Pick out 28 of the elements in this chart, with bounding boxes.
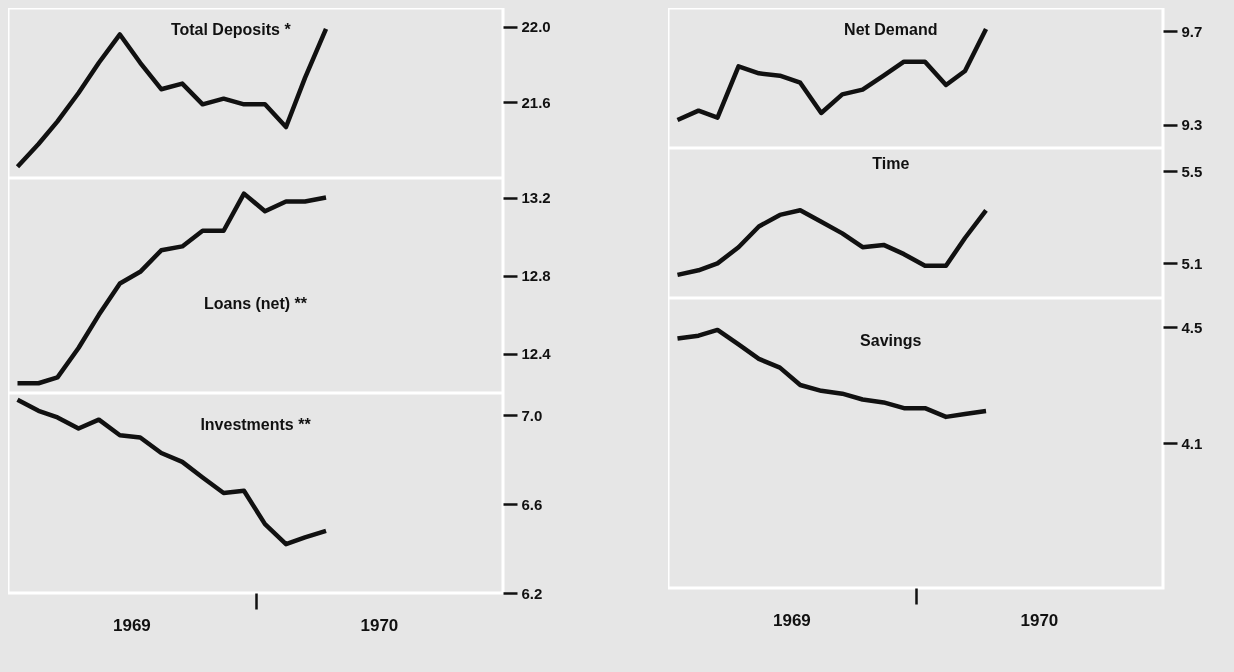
y-tick-label: 4.1 [1181,434,1203,452]
y-tick-label: 13.2 [521,189,551,207]
y-tick-label: 21.6 [521,93,551,111]
y-tick-label: 9.7 [1181,22,1203,40]
text: Loans (net) ** [203,295,308,313]
line-series [675,327,989,420]
line-series [15,397,329,547]
series-label: Total Deposits * [170,20,292,38]
y-tick-label: 5.5 [1181,162,1203,180]
y-tick-label: 6.6 [521,495,543,513]
y-tick-label: 7.0 [521,406,543,424]
line-series [675,208,989,278]
y-tick-label: 22.0 [521,18,551,36]
x-tick-label: 1970 [360,615,399,635]
x-tick-label: 1969 [113,615,151,635]
text: Savings [860,331,922,349]
y-tick-label: 12.8 [521,267,551,285]
y-tick-label: 6.2 [521,584,543,602]
y-tick-label: 9.3 [1181,116,1203,134]
x-tick-label: 1970 [1020,610,1059,630]
series-label: Net Demand [844,21,938,38]
text: Investments ** [200,416,312,433]
text: Time [872,154,910,172]
x-tick-label: 1969 [773,610,811,630]
y-tick-label: 5.1 [1181,254,1203,272]
y-tick-label: 4.5 [1181,318,1203,336]
line-series [15,191,329,386]
y-tick-label: 12.4 [521,345,552,363]
